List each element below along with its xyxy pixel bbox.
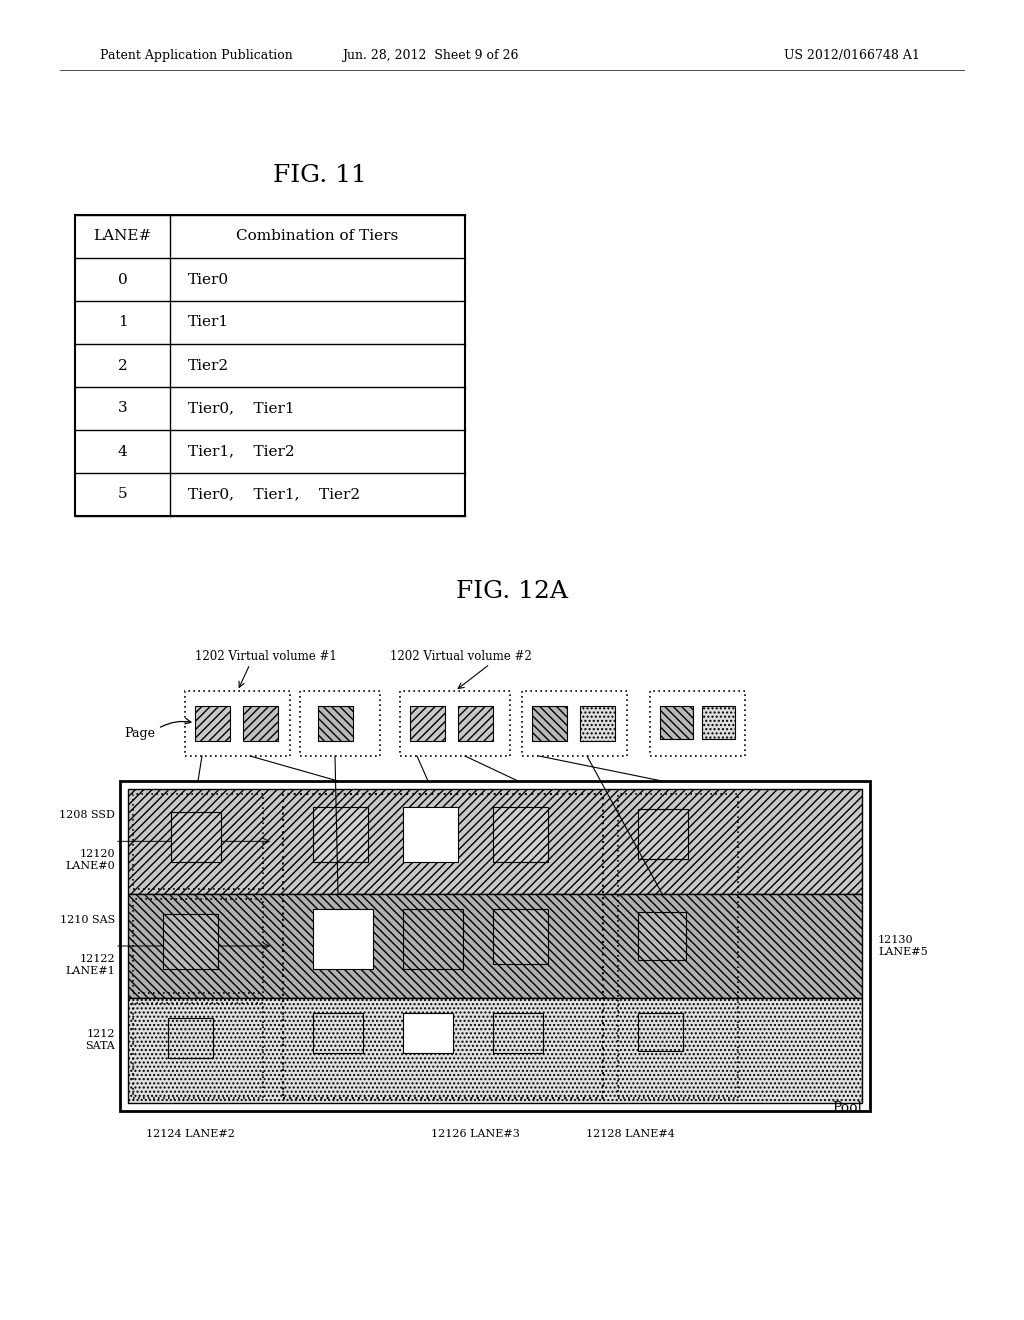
Text: LANE#: LANE# — [93, 230, 152, 243]
Text: 12124 LANE#2: 12124 LANE#2 — [145, 1129, 234, 1139]
Bar — [493, 1014, 543, 1053]
Text: 4: 4 — [118, 445, 127, 458]
Bar — [458, 706, 493, 741]
Bar — [318, 706, 353, 741]
Text: Tier0,    Tier1: Tier0, Tier1 — [188, 401, 295, 416]
Bar — [403, 807, 458, 862]
Text: Tier1,    Tier2: Tier1, Tier2 — [188, 445, 295, 458]
Bar — [660, 706, 693, 739]
Bar — [128, 998, 862, 1104]
Text: 1202 Virtual volume #2: 1202 Virtual volume #2 — [390, 649, 531, 663]
Bar — [133, 899, 263, 994]
Bar — [403, 1014, 453, 1053]
Text: 12128 LANE#4: 12128 LANE#4 — [586, 1129, 675, 1139]
Text: 1208 SSD: 1208 SSD — [59, 810, 115, 820]
Bar — [650, 690, 745, 756]
Text: Page: Page — [124, 727, 155, 741]
Bar — [168, 1018, 213, 1059]
Text: Tier2: Tier2 — [188, 359, 229, 372]
Text: Tier1: Tier1 — [188, 315, 229, 330]
Text: FIG. 12A: FIG. 12A — [456, 579, 568, 602]
Bar — [120, 781, 870, 1111]
Bar — [128, 894, 862, 998]
Bar — [171, 812, 221, 862]
Bar — [400, 690, 510, 756]
Text: Jun. 28, 2012  Sheet 9 of 26: Jun. 28, 2012 Sheet 9 of 26 — [342, 49, 518, 62]
Bar — [493, 807, 548, 862]
Bar — [638, 809, 688, 859]
Bar — [75, 215, 465, 516]
Text: Patent Application Publication: Patent Application Publication — [100, 49, 293, 62]
Bar — [283, 795, 603, 1098]
Text: Pool: Pool — [831, 1101, 862, 1115]
Bar — [702, 706, 735, 739]
Text: Tier0: Tier0 — [188, 272, 229, 286]
Bar — [133, 1003, 263, 1098]
Bar — [532, 706, 567, 741]
Bar — [313, 807, 368, 862]
Text: FIG. 11: FIG. 11 — [273, 164, 367, 186]
Text: 5: 5 — [118, 487, 127, 502]
Text: 12126 LANE#3: 12126 LANE#3 — [430, 1129, 519, 1139]
Bar — [522, 690, 627, 756]
Text: 2: 2 — [118, 359, 127, 372]
Text: 3: 3 — [118, 401, 127, 416]
Bar — [185, 690, 290, 756]
Text: 12120
LANE#0: 12120 LANE#0 — [66, 849, 115, 871]
Text: 12130
LANE#5: 12130 LANE#5 — [878, 935, 928, 957]
Text: 12122
LANE#1: 12122 LANE#1 — [66, 954, 115, 975]
Bar — [403, 908, 463, 969]
Bar — [410, 706, 445, 741]
Text: Combination of Tiers: Combination of Tiers — [237, 230, 398, 243]
Bar — [638, 912, 686, 960]
Text: Tier0,    Tier1,    Tier2: Tier0, Tier1, Tier2 — [188, 487, 360, 502]
Bar — [313, 1014, 362, 1053]
Bar — [493, 908, 548, 964]
Text: 1212
SATA: 1212 SATA — [85, 1030, 115, 1051]
Bar — [313, 908, 373, 969]
Bar — [163, 913, 218, 969]
Text: 1: 1 — [118, 315, 127, 330]
Bar — [243, 706, 278, 741]
Bar — [128, 789, 862, 894]
Bar — [195, 706, 230, 741]
Bar — [638, 1014, 683, 1051]
Text: 1202 Virtual volume #1: 1202 Virtual volume #1 — [195, 649, 337, 663]
Text: 1210 SAS: 1210 SAS — [59, 915, 115, 925]
Text: US 2012/0166748 A1: US 2012/0166748 A1 — [784, 49, 920, 62]
Bar — [300, 690, 380, 756]
Bar — [580, 706, 615, 741]
Bar — [133, 795, 263, 888]
Text: 0: 0 — [118, 272, 127, 286]
Bar — [618, 795, 738, 1098]
